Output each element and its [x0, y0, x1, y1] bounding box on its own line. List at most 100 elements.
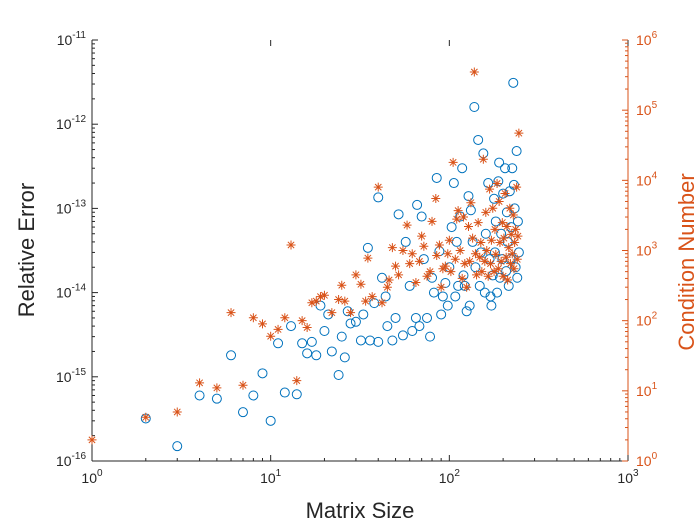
condition-number-point	[377, 298, 387, 308]
condition-number-point	[311, 296, 321, 306]
relative-error-point	[486, 300, 497, 311]
condition-number-point	[500, 188, 510, 198]
relative-error-point	[302, 348, 313, 359]
condition-number-point	[427, 216, 437, 226]
relative-error-point	[489, 247, 500, 258]
condition-number-point	[473, 218, 483, 228]
relative-error-point	[273, 338, 284, 349]
condition-number-point	[327, 308, 337, 318]
condition-number-point	[453, 206, 463, 216]
condition-number-point	[489, 267, 499, 277]
relative-error-point	[463, 191, 474, 202]
condition-number-point	[391, 261, 401, 271]
condition-number-point	[494, 196, 504, 206]
y-right-tick-label: 105	[636, 100, 658, 118]
relative-error-point	[469, 102, 480, 113]
y-right-tick-label-base: 10	[636, 102, 652, 118]
y-left-tick-label: 10-13	[56, 198, 86, 216]
y-left-tick-label-base: 10	[56, 116, 72, 132]
relative-error-point	[339, 352, 350, 363]
condition-number-point	[382, 282, 392, 292]
x-tick-label: 103	[617, 468, 639, 486]
condition-number-point	[502, 221, 512, 231]
condition-number-point	[486, 235, 496, 245]
y-right-tick-label-base: 10	[636, 172, 652, 188]
relative-error-point	[306, 336, 317, 347]
condition-number-point	[394, 270, 404, 280]
condition-number-point	[466, 198, 476, 208]
relative-error-point	[512, 216, 523, 227]
condition-number-point	[315, 292, 325, 302]
condition-number-point	[470, 249, 480, 259]
condition-number-point	[486, 259, 496, 269]
condition-number-point	[292, 376, 302, 386]
condition-number-point	[419, 241, 429, 251]
marks-layer	[87, 67, 524, 452]
condition-number-point	[498, 271, 508, 281]
condition-number-point	[472, 270, 482, 280]
condition-number-point	[462, 282, 472, 292]
y-right-tick-label-base: 10	[636, 32, 652, 48]
relative-error-point	[257, 368, 268, 379]
relative-error-point	[473, 134, 484, 145]
x-tick-label-exponent: 0	[97, 468, 103, 479]
condition-number-point	[367, 292, 377, 302]
condition-number-point	[508, 210, 518, 220]
relative-error-point	[431, 172, 442, 183]
relative-error-point	[404, 280, 415, 291]
y-right-tick-label-exponent: 4	[652, 170, 658, 181]
relative-error-point	[412, 199, 423, 210]
relative-error-point	[442, 300, 453, 311]
condition-number-point	[491, 249, 501, 259]
x-tick-label: 100	[81, 468, 103, 486]
relative-error-point	[507, 163, 518, 174]
condition-number-point	[444, 235, 454, 245]
condition-number-point	[334, 295, 344, 305]
condition-number-point	[514, 128, 524, 138]
relative-error-point	[494, 157, 505, 168]
relative-error-point	[422, 312, 433, 323]
condition-number-point	[307, 298, 317, 308]
condition-number-point	[506, 259, 516, 269]
condition-number-point	[387, 243, 397, 253]
condition-number-point	[286, 240, 296, 250]
relative-error-point	[194, 390, 205, 401]
condition-number-point	[87, 435, 97, 445]
relative-error-point	[474, 280, 485, 291]
condition-number-point	[432, 250, 442, 260]
relative-error-point	[461, 306, 472, 317]
condition-number-point	[460, 259, 470, 269]
relative-error-point	[508, 77, 519, 88]
condition-number-point	[431, 194, 441, 204]
condition-number-point	[450, 254, 460, 264]
y-left-tick-label-base: 10	[57, 32, 73, 48]
condition-number-point	[503, 275, 513, 285]
relative-error-point	[446, 222, 457, 233]
relative-error-point	[369, 298, 380, 309]
condition-number-point	[496, 256, 506, 266]
relative-error-point	[501, 266, 512, 277]
condition-number-point	[469, 67, 479, 77]
relative-error-point	[279, 387, 290, 398]
relative-error-point	[437, 291, 448, 302]
relative-error-point	[387, 335, 398, 346]
y-right-tick-label-exponent: 5	[652, 100, 658, 111]
relative-error-point	[355, 335, 366, 346]
condition-number-point	[499, 233, 509, 243]
condition-number-point	[465, 256, 475, 266]
relative-error-point	[358, 309, 369, 320]
relative-error-point	[428, 287, 439, 298]
condition-number-point	[425, 267, 435, 277]
y-right-tick-label-exponent: 6	[652, 30, 658, 41]
condition-number-point	[504, 243, 514, 253]
y-right-axis-title: Condition Number	[674, 173, 699, 350]
condition-number-point	[351, 270, 361, 280]
x-tick-label-exponent: 1	[276, 468, 282, 479]
relative-error-point	[492, 287, 503, 298]
x-tick-label-exponent: 3	[633, 468, 639, 479]
condition-number-point	[455, 246, 465, 255]
condition-number-point	[495, 238, 505, 248]
condition-number-point	[398, 246, 408, 255]
condition-number-point	[414, 256, 424, 266]
